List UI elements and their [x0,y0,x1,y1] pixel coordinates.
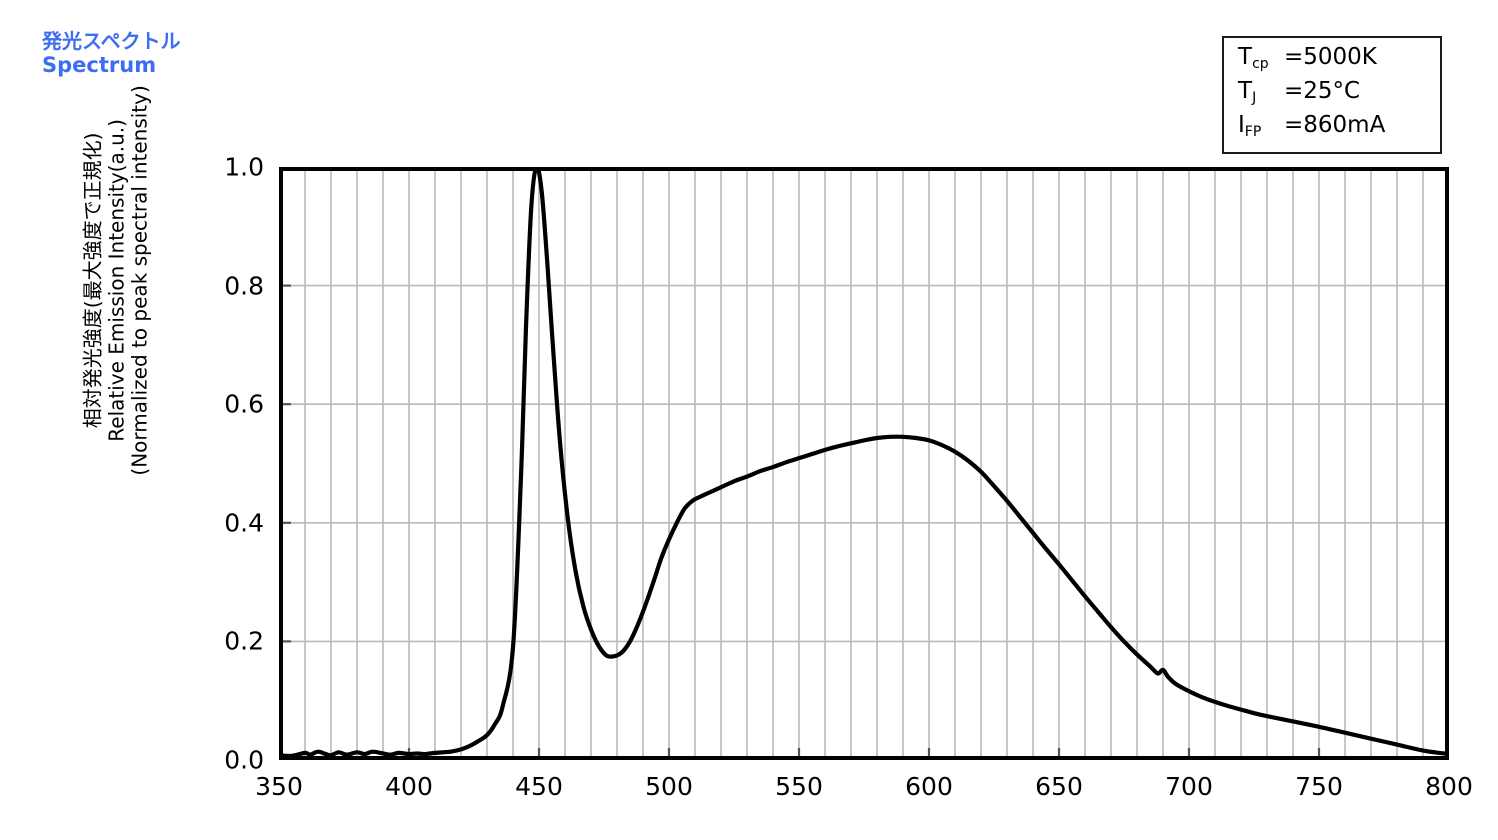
x-tick-label: 750 [1295,772,1343,801]
condition-row-tcp: Tcp =5000K [1238,44,1440,78]
x-tick-label: 800 [1425,772,1473,801]
plot-border [279,167,1449,760]
x-tick-label: 700 [1165,772,1213,801]
y-axis-label: 相対発光強度(最大強度で正規化) Relative Emission Inten… [80,0,153,580]
chart-title-block: 発光スペクトル Spectrum [42,30,181,78]
x-tick-label: 400 [385,772,433,801]
y-tick-label: 0.2 [224,626,264,656]
condition-row-tj: TJ =25°C [1238,78,1440,112]
y-axis-label-line-3: (Normalized to peak spectral intensity) [127,85,152,476]
chart-title-english: Spectrum [42,53,157,78]
condition-symbol-ifp: IFP [1238,112,1262,140]
x-tick-label: 550 [775,772,823,801]
condition-value-tcp: =5000K [1284,44,1377,70]
x-tick-label: 650 [1035,772,1083,801]
x-tick-label: 500 [645,772,693,801]
x-tick-label: 450 [515,772,563,801]
condition-value-ifp: =860mA [1284,112,1386,138]
condition-symbol-tj: TJ [1238,78,1257,106]
measurement-conditions-box: Tcp =5000K TJ =25°C IFP =860mA [1222,36,1442,154]
y-axis-tick-labels: 0.0 0.2 0.4 0.6 0.8 1.0 [190,153,264,775]
y-axis-label-line-1: 相対発光強度(最大強度で正規化) [80,132,105,429]
x-tick-label: 600 [905,772,953,801]
y-tick-label: 0.4 [224,508,264,538]
x-axis-tick-labels: 350 400 450 500 550 600 650 700 750 800 [255,772,1473,812]
condition-value-tj: =25°C [1284,78,1361,104]
y-axis-label-line-2: Relative Emission Intensity(a.u.) [104,119,129,442]
plot-area [279,167,1449,760]
spectrum-curve [279,167,1449,759]
vertical-gridlines [304,167,1424,760]
condition-row-ifp: IFP =860mA [1238,112,1440,146]
y-tick-label: 0.6 [224,389,264,419]
condition-symbol-tcp: Tcp [1238,44,1269,72]
x-tick-label: 350 [255,772,303,801]
y-tick-label: 0.0 [224,745,264,775]
chart-title-japanese: 発光スペクトル [42,29,181,53]
y-tick-label: 0.8 [224,271,264,301]
y-tick-label: 1.0 [224,152,264,182]
horizontal-gridlines [279,284,1449,643]
